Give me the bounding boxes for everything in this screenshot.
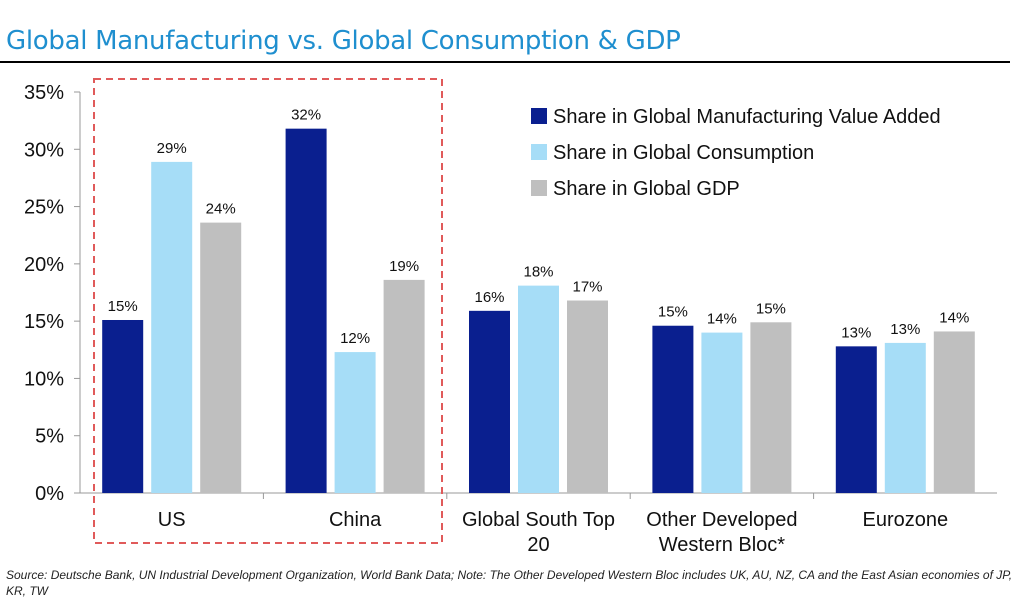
legend-label: Share in Global Manufacturing Value Adde…	[553, 106, 941, 128]
bar	[200, 222, 242, 493]
bar	[884, 342, 926, 493]
bar-value-label: 15%	[756, 300, 786, 317]
bar-chart: 0% 5% 10% 15% 20% 25% 30% 35% 15% 29% 24% 32% 12% 19…	[24, 78, 997, 556]
y-tick-label: 30%	[24, 139, 64, 161]
legend-swatch	[531, 108, 547, 124]
bar-value-label: 16%	[474, 289, 504, 306]
bar	[933, 331, 975, 493]
bar-value-label: 19%	[389, 258, 419, 275]
y-tick-label: 15%	[24, 311, 64, 333]
bar	[102, 319, 144, 493]
x-category-label: Other Developed	[646, 509, 797, 531]
legend-swatch	[531, 144, 547, 160]
bar	[383, 279, 425, 493]
bar-labels: 15% 29% 24% 32% 12% 19% 16% 18% 17% 15% 14% 15% 13% 1…	[108, 107, 970, 347]
y-tick-label: 5%	[35, 426, 64, 448]
bar	[652, 325, 694, 493]
bar-value-label: 15%	[658, 304, 688, 321]
title-rule	[0, 61, 1010, 63]
bar-value-label: 13%	[841, 324, 871, 341]
x-category-label: China	[329, 509, 382, 531]
bar-value-label: 18%	[523, 264, 553, 281]
x-axis-labels: US China Global South Top 20 Other Developed…	[158, 509, 948, 556]
bar-value-label: 12%	[340, 330, 370, 347]
y-tick-label: 0%	[35, 483, 64, 505]
bar-value-label: 17%	[572, 279, 602, 296]
bar	[701, 332, 743, 493]
bar-value-label: 24%	[206, 201, 236, 218]
legend-label: Share in Global GDP	[553, 178, 740, 200]
bar-value-label: 13%	[890, 321, 920, 338]
bar-value-label: 15%	[108, 298, 138, 315]
x-category-label: Global South Top	[462, 509, 615, 531]
legend: Share in Global Manufacturing Value Adde…	[531, 106, 941, 200]
x-category-label: 20	[527, 534, 549, 556]
y-tick-label: 25%	[24, 197, 64, 219]
x-category-label: Eurozone	[862, 509, 948, 531]
y-tick-label: 20%	[24, 254, 64, 276]
bar	[518, 285, 559, 493]
bar-value-label: 29%	[157, 140, 187, 157]
legend-label: Share in Global Consumption	[553, 142, 814, 164]
bar	[469, 310, 510, 493]
source-note: Source: Deutsche Bank, UN Industrial Dev…	[6, 568, 1013, 598]
bar	[285, 128, 327, 494]
bar	[835, 346, 877, 493]
bar	[567, 300, 608, 493]
y-tick-label: 35%	[24, 82, 64, 104]
bars	[102, 128, 975, 494]
bar	[151, 161, 193, 494]
bar	[750, 322, 792, 493]
x-category-label: US	[158, 509, 186, 531]
bar-value-label: 14%	[939, 309, 969, 326]
bar-value-label: 14%	[707, 311, 737, 328]
x-category-label: Western Bloc*	[659, 534, 786, 556]
bar	[334, 352, 376, 493]
y-tick-label: 10%	[24, 368, 64, 390]
bar-value-label: 32%	[291, 107, 321, 124]
highlight-box	[93, 78, 443, 544]
legend-swatch	[531, 180, 547, 196]
chart-title: Global Manufacturing vs. Global Consumpt…	[6, 26, 681, 56]
